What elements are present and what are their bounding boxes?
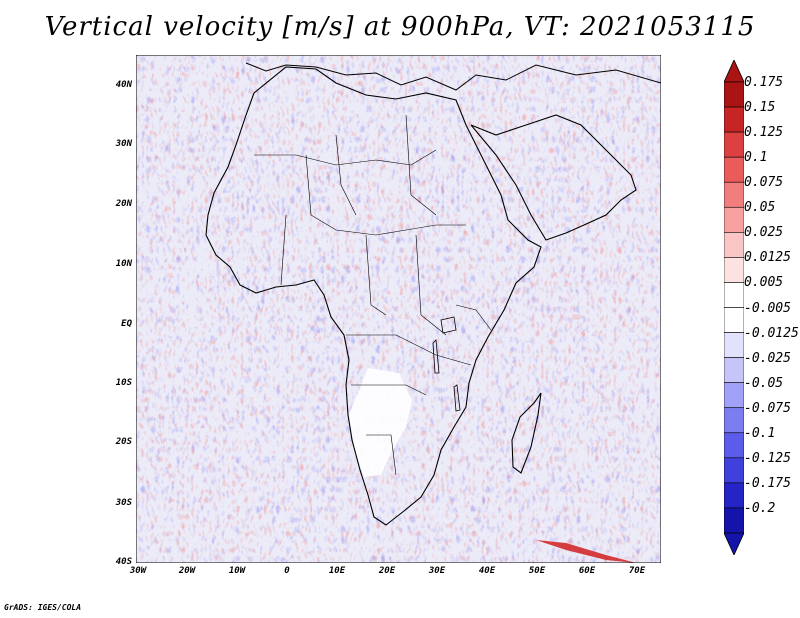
- colorbar: [724, 60, 744, 555]
- colorbar-box: [724, 206, 744, 233]
- xtick-30e: 30E: [428, 566, 446, 576]
- colorbar-label: 0.075: [744, 175, 784, 191]
- colorbar-box: [724, 457, 744, 484]
- xtick-50e: 50E: [528, 566, 546, 576]
- colorbar-label: -0.1: [744, 425, 776, 441]
- colorbar-label: 0.025: [744, 225, 784, 241]
- colorbar-box: [724, 482, 744, 509]
- colorbar-box: [724, 131, 744, 158]
- colorbar-label: 0.175: [744, 75, 784, 90]
- lake-malawi: [453, 384, 461, 412]
- xtick-20e: 20E: [378, 566, 396, 576]
- ytick-40s: 40S: [115, 557, 132, 567]
- plot-title: Vertical velocity [m/s] at 900hPa, VT: 2…: [44, 12, 756, 42]
- colorbar-box: [724, 106, 744, 133]
- colorbar-box: [724, 282, 744, 308]
- xtick-20w: 20W: [178, 566, 196, 576]
- colorbar-box: [724, 507, 744, 534]
- ytick-30s: 30S: [115, 498, 132, 508]
- europe-coastline: [245, 62, 661, 91]
- lake-tanganyika: [432, 339, 440, 374]
- colorbar-box: [724, 156, 744, 183]
- velocity-map: [136, 55, 661, 563]
- colorbar-label: 0.05: [744, 200, 776, 216]
- grads-credit: GrADS: IGES/COLA: [4, 603, 82, 612]
- ytick-20n: 20N: [115, 199, 132, 209]
- colorbar-box: [724, 432, 744, 459]
- colorbar-box: [724, 332, 744, 358]
- white-region: [349, 368, 412, 477]
- xtick-60e: 60E: [578, 566, 596, 576]
- colorbar-label: -0.025: [744, 350, 791, 366]
- madagascar-outline: [511, 392, 542, 474]
- colorbar-label: -0.075: [744, 400, 791, 416]
- colorbar-bottom-arrow: [724, 532, 744, 555]
- colorbar-top-arrow: [724, 60, 744, 83]
- colorbar-label: -0.125: [744, 450, 791, 466]
- colorbar-label: -0.0125: [744, 325, 799, 341]
- colorbar-box: [724, 307, 744, 333]
- colorbar-box: [724, 382, 744, 409]
- xtick-10w: 10W: [228, 566, 246, 576]
- xtick-40e: 40E: [478, 566, 496, 576]
- xtick-10e: 10E: [328, 566, 346, 576]
- colorbar-box: [724, 181, 744, 208]
- colorbar-label: 0.0125: [744, 250, 791, 266]
- red-feature: [536, 540, 636, 563]
- ytick-10n: 10N: [115, 259, 132, 269]
- ytick-30n: 30N: [115, 139, 132, 149]
- ytick-10s: 10S: [115, 378, 132, 388]
- arabia-coastline: [470, 114, 637, 241]
- lake-victoria: [440, 316, 457, 334]
- colorbar-label: 0.005: [744, 275, 784, 291]
- colorbar-label: -0.2: [744, 500, 776, 516]
- colorbar-box: [724, 81, 744, 108]
- colorbar-label: 0.125: [744, 125, 784, 141]
- colorbar-box: [724, 407, 744, 434]
- xtick-30w: 30W: [129, 566, 147, 576]
- colorbar-box: [724, 232, 744, 258]
- xtick-0: 0: [284, 566, 290, 576]
- colorbar-label: 0.1: [744, 150, 768, 166]
- ytick-40n: 40N: [115, 80, 132, 90]
- xtick-70e: 70E: [628, 566, 646, 576]
- colorbar-label: -0.005: [744, 300, 791, 316]
- africa-coastline: [205, 66, 542, 526]
- ytick-eq: EQ: [121, 319, 132, 329]
- colorbar-label: -0.175: [744, 475, 791, 491]
- country-borders: [254, 114, 492, 476]
- colorbar-box: [724, 357, 744, 383]
- colorbar-box: [724, 257, 744, 283]
- colorbar-label: -0.05: [744, 375, 784, 391]
- ytick-20s: 20S: [115, 437, 132, 447]
- colorbar-label: 0.15: [744, 100, 776, 116]
